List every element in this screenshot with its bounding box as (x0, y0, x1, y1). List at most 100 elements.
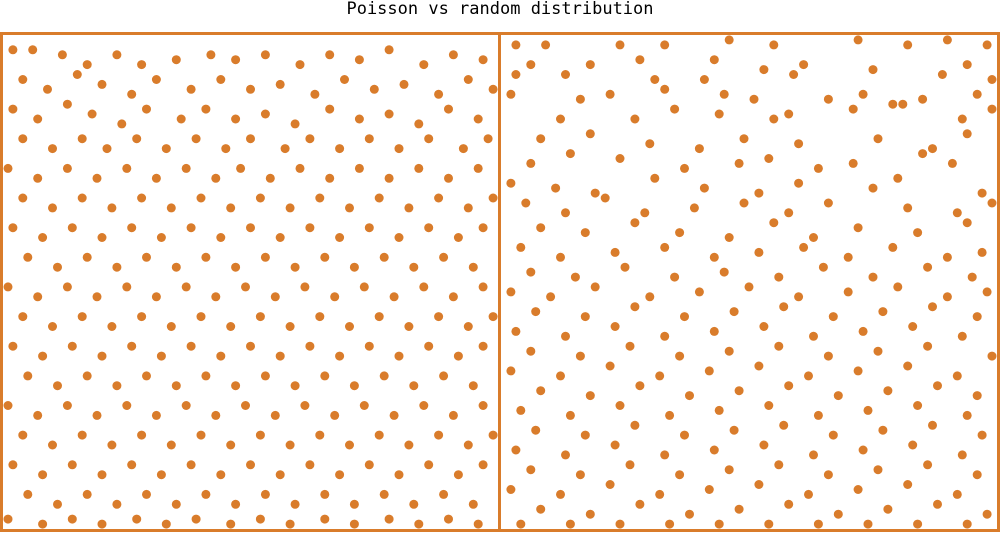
left-scatter-point (453, 233, 463, 242)
left-scatter-point (374, 312, 384, 322)
right-scatter-point (541, 40, 551, 50)
left-scatter-point (315, 312, 325, 322)
right-scatter-point (660, 450, 670, 460)
right-scatter-point (957, 450, 967, 460)
left-scatter-point (77, 193, 87, 203)
right-scatter-point (858, 326, 868, 336)
right-scatter-point (863, 405, 873, 415)
left-scatter-point (77, 312, 87, 322)
right-scatter-point (848, 158, 858, 168)
left-scatter-point (62, 99, 72, 109)
right-scatter-point (823, 94, 833, 104)
left-scatter-point (488, 312, 498, 322)
left-scatter-point (275, 233, 285, 242)
right-scatter-point (630, 114, 640, 124)
left-scatter-point (483, 134, 493, 144)
right-scatter-point (987, 104, 997, 114)
left-scatter-point (161, 144, 171, 154)
left-scatter-point (151, 75, 161, 84)
left-scatter-point (127, 89, 137, 99)
left-scatter-point (290, 381, 300, 391)
left-scatter-point (320, 489, 330, 499)
right-scatter-point (759, 440, 769, 450)
left-scatter-point (384, 109, 394, 119)
left-scatter-point (57, 50, 67, 60)
right-scatter-point (987, 351, 997, 361)
right-scatter-point (561, 331, 570, 341)
right-scatter-point (962, 410, 972, 420)
left-scatter-point (260, 371, 270, 381)
left-scatter-point (364, 134, 374, 144)
left-scatter-point (419, 60, 429, 70)
left-scatter-point (142, 104, 151, 114)
right-scatter-point (570, 272, 580, 282)
right-scatter-point (645, 139, 655, 149)
left-scatter-point (241, 282, 250, 292)
left-scatter-point (448, 50, 458, 60)
right-scatter-point (794, 139, 804, 149)
left-scatter-point (33, 114, 43, 124)
left-scatter-point (77, 134, 87, 144)
left-scatter-point (18, 312, 28, 322)
right-scatter-point (585, 509, 595, 519)
right-scatter-point (565, 410, 575, 420)
right-scatter-point (779, 420, 789, 430)
left-scatter-point (48, 440, 57, 450)
left-scatter-point (409, 499, 419, 509)
left-scatter-point (246, 84, 255, 94)
right-scatter-point (724, 346, 734, 356)
left-scatter-point (265, 173, 275, 183)
left-scatter-point (255, 312, 265, 322)
left-scatter-point (211, 292, 221, 302)
right-scatter-point (620, 262, 630, 272)
left-scatter-point (8, 45, 18, 55)
right-scatter-point (933, 381, 942, 391)
right-scatter-point (913, 519, 923, 529)
left-scatter-point (176, 114, 186, 124)
left-scatter-point (142, 489, 151, 499)
left-panel-frame (0, 32, 501, 532)
left-scatter-point (221, 144, 231, 154)
left-scatter-point (419, 401, 429, 410)
left-scatter-point (201, 489, 211, 499)
right-scatter-point (908, 322, 918, 331)
left-scatter-point (424, 134, 434, 144)
right-scatter-point (694, 144, 704, 154)
left-scatter-point (448, 292, 458, 302)
left-scatter-point (473, 519, 483, 529)
right-scatter-point (764, 519, 774, 529)
right-scatter-point (680, 163, 689, 173)
right-scatter-point (724, 465, 734, 475)
right-scatter-point (699, 75, 709, 84)
left-scatter-point (478, 55, 488, 65)
right-scatter-point (734, 386, 744, 396)
right-scatter-point (873, 134, 883, 144)
left-scatter-point (211, 410, 221, 420)
right-scatter-point (754, 361, 764, 371)
right-scatter-point (952, 489, 962, 499)
left-scatter-point (305, 341, 315, 351)
right-scatter-point (699, 183, 709, 193)
left-scatter-point (82, 489, 92, 499)
chart-title: Poisson vs random distribution (346, 0, 654, 19)
right-scatter-point (947, 158, 957, 168)
left-scatter-point (201, 252, 211, 262)
right-scatter-point (799, 242, 809, 252)
left-scatter-point (246, 134, 255, 144)
right-scatter-point (600, 193, 610, 203)
left-scatter-point (67, 341, 77, 351)
left-scatter-point (38, 351, 48, 361)
left-scatter-point (231, 499, 241, 509)
left-scatter-point (414, 119, 424, 129)
right-scatter-point (977, 188, 987, 198)
right-scatter-point (784, 381, 794, 391)
left-scatter-point (92, 410, 102, 420)
right-scatter-point (913, 401, 923, 410)
left-scatter-point (97, 519, 107, 529)
left-scatter-point (151, 410, 161, 420)
right-scatter-point (605, 361, 615, 371)
left-scatter-point (379, 252, 389, 262)
right-scatter-point (774, 460, 784, 470)
right-scatter-point (794, 178, 804, 188)
right-scatter-point (952, 208, 962, 218)
